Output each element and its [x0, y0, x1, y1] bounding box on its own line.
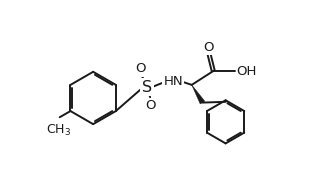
Text: O: O [136, 62, 146, 75]
Text: O: O [204, 41, 214, 54]
Text: CH$_3$: CH$_3$ [46, 123, 71, 138]
Text: OH: OH [236, 65, 257, 78]
Text: O: O [146, 99, 156, 112]
Polygon shape [192, 85, 205, 104]
Text: S: S [142, 80, 152, 95]
Text: HN: HN [164, 74, 183, 87]
